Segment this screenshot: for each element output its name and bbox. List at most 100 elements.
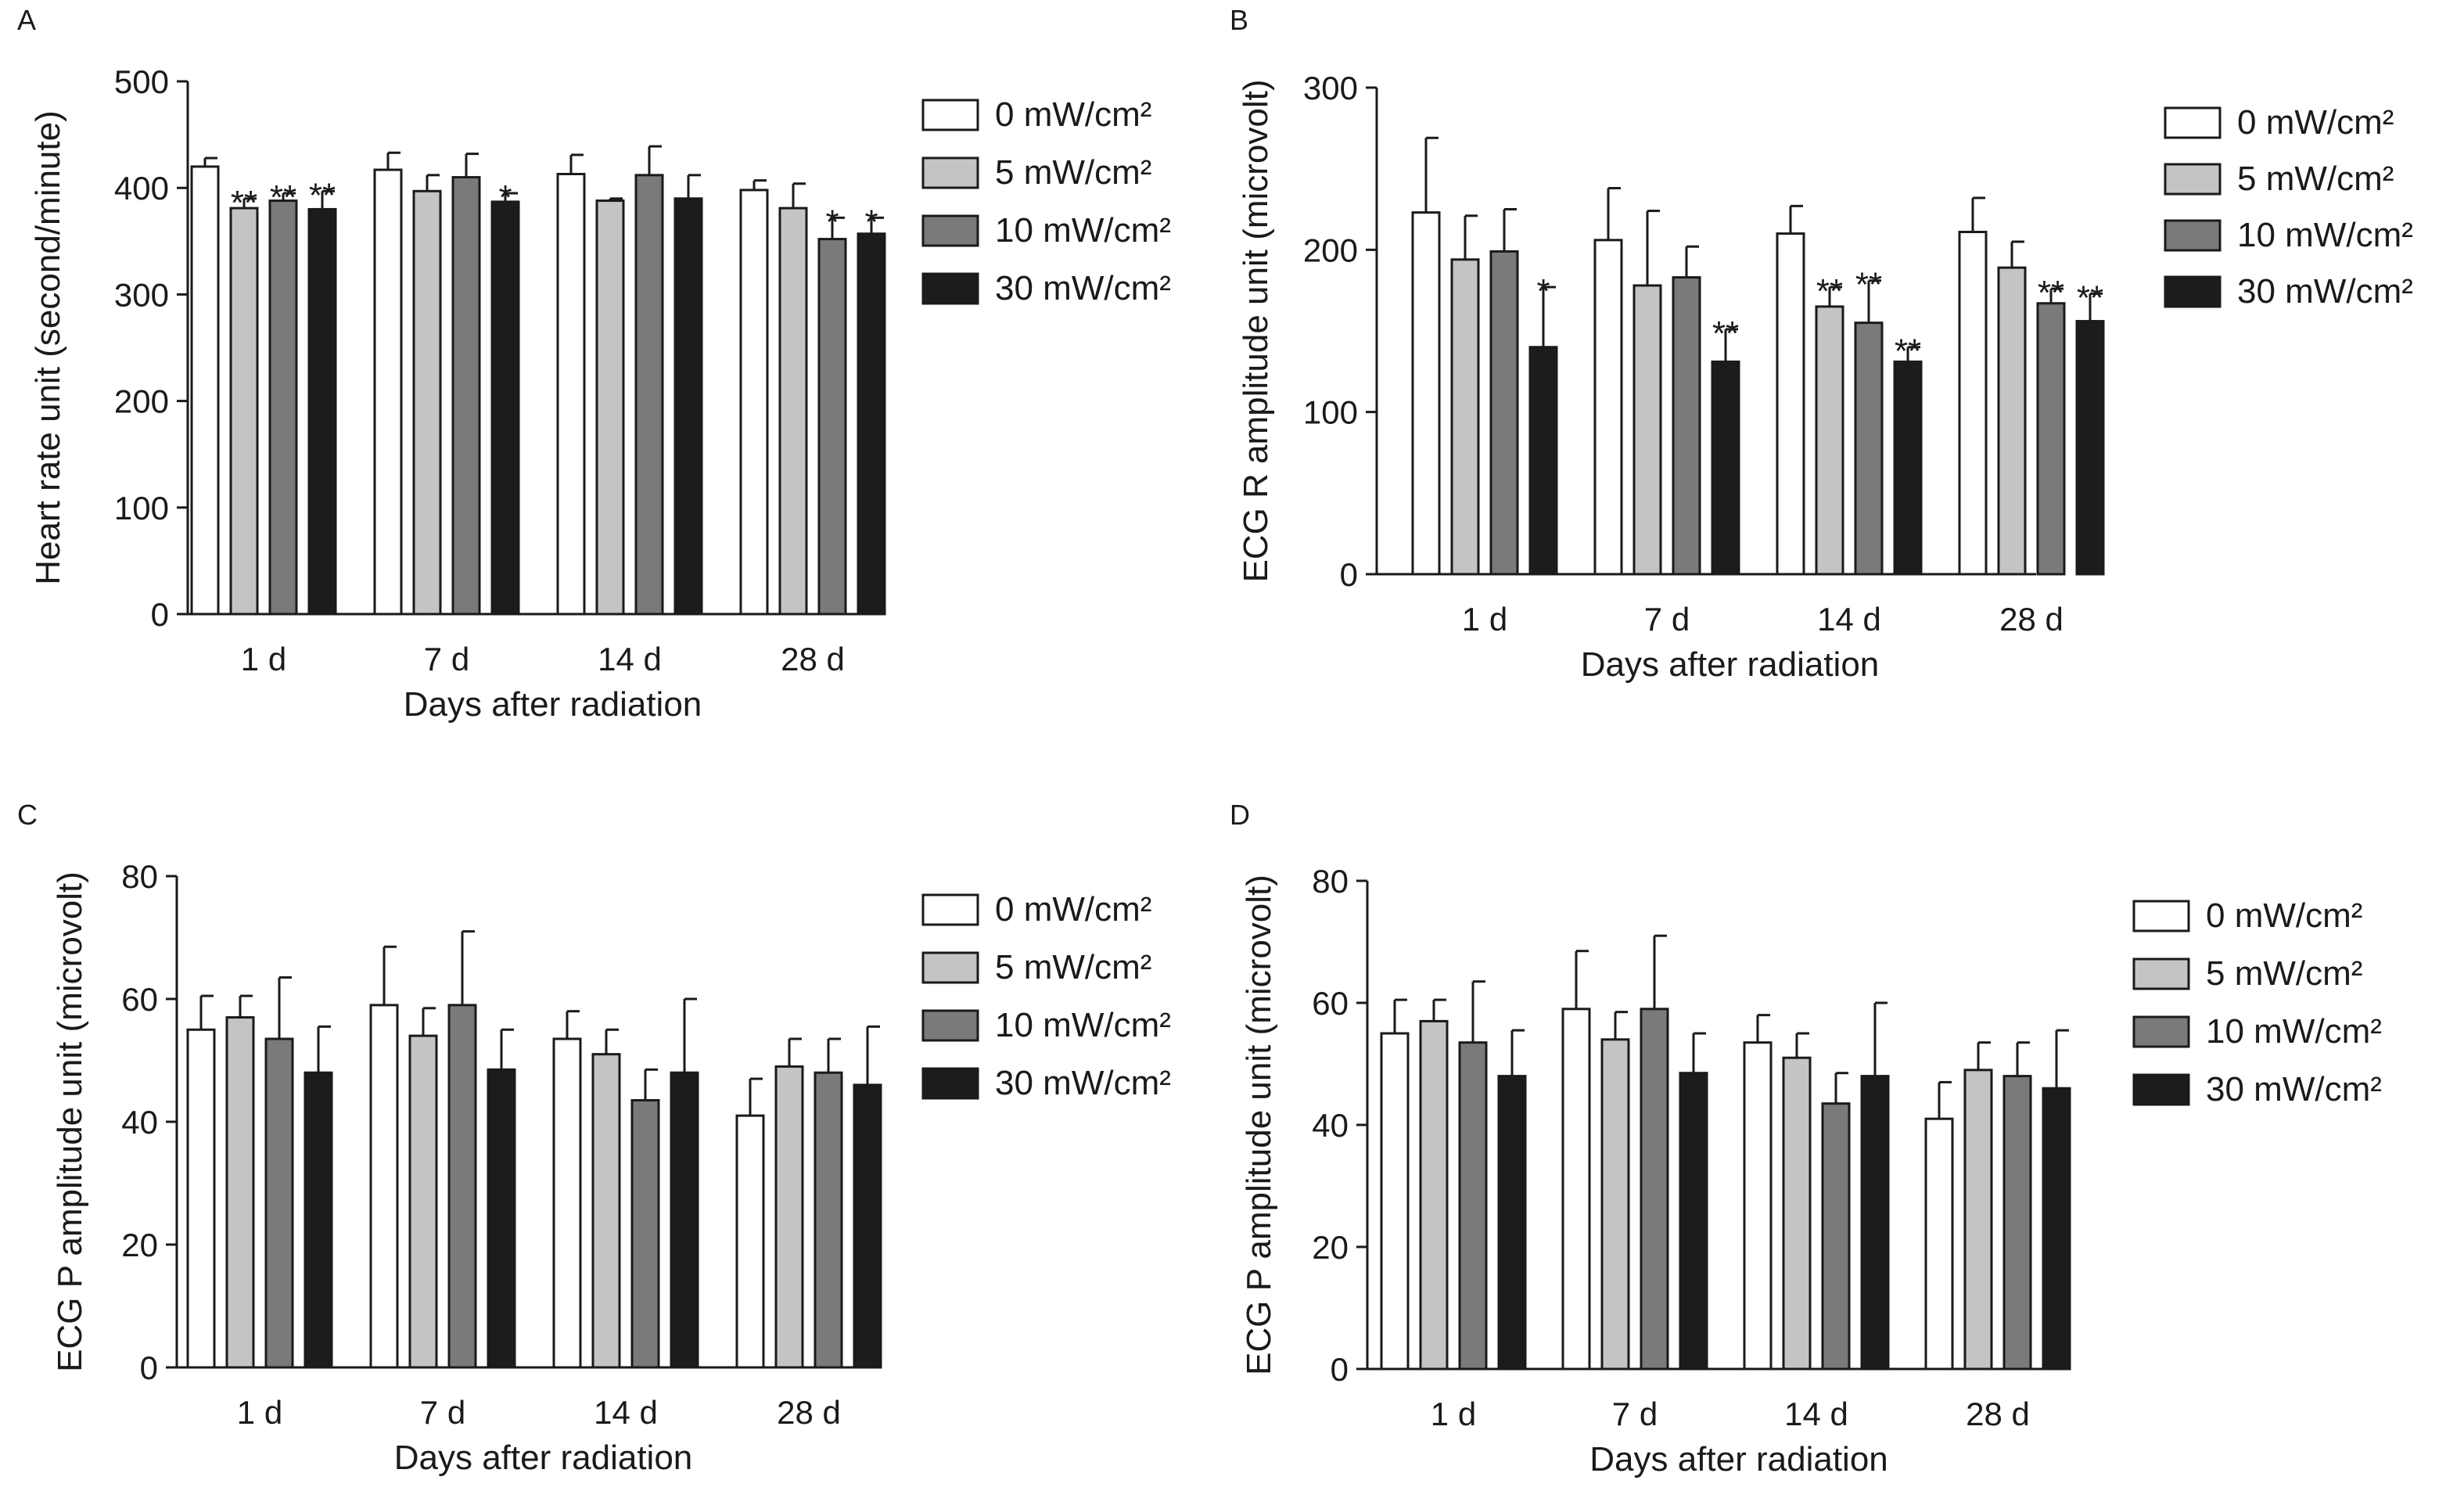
significance-star: * (498, 178, 512, 217)
y-tick-label: 0 (1331, 1351, 1349, 1388)
bar (670, 1071, 699, 1369)
bar (412, 189, 442, 616)
x-axis-title: Days after radiation (1589, 1440, 1888, 1478)
y-tick-label: 300 (1303, 70, 1358, 106)
bar (1561, 1008, 1591, 1371)
legend-label: 0 mW/cm² (2237, 103, 2394, 142)
significance-star: ** (1816, 272, 1843, 311)
legend-label: 0 mW/cm² (995, 95, 1151, 134)
bar (1528, 346, 1558, 576)
legend-label: 5 mW/cm² (2237, 160, 2394, 198)
y-tick-label: 400 (114, 170, 169, 207)
legend-swatch (2132, 900, 2190, 932)
y-tick-label: 60 (1312, 985, 1349, 1022)
y-tick-label: 0 (151, 596, 169, 633)
y-tick-label: 60 (121, 981, 158, 1018)
chart-panel-c: C 0 20 40 60 80 1 d 7 d 14 d 28 d Days after radia… (17, 799, 1171, 1477)
significance-star: * (864, 203, 878, 241)
bar (490, 200, 520, 616)
legend: 0 mW/cm² 5 mW/cm² 10 mW/cm² 30 mW/cm² (921, 95, 1171, 307)
bar (1632, 284, 1662, 576)
bar (225, 1016, 255, 1369)
significance-star: ** (1712, 314, 1739, 353)
bar (487, 1068, 516, 1369)
bar (190, 165, 220, 616)
x-tick-label: 28 d (1966, 1396, 2030, 1432)
x-tick-label: 1 d (1462, 601, 1507, 638)
legend-label: 10 mW/cm² (995, 211, 1171, 250)
bar (778, 207, 808, 616)
x-tick-label: 28 d (1999, 601, 2064, 638)
significance-star: ** (309, 176, 336, 214)
bar (2002, 1075, 2032, 1371)
bar (735, 1114, 765, 1369)
legend-label: 0 mW/cm² (2206, 896, 2362, 935)
bar (1924, 1117, 1954, 1371)
panel-letter: C (17, 799, 38, 831)
legend-swatch (2132, 1073, 2190, 1106)
y-tick-label: 20 (1312, 1229, 1349, 1266)
y-tick-label: 200 (1303, 232, 1358, 268)
bar (229, 207, 259, 616)
y-tick-label: 0 (1340, 556, 1358, 593)
x-tick-label: 14 d (1817, 601, 1881, 638)
legend-label: 10 mW/cm² (995, 1006, 1171, 1044)
bar (1593, 239, 1623, 576)
bar (1893, 360, 1923, 576)
bar (814, 1071, 843, 1369)
x-axis-title: Days after radiation (1581, 645, 1880, 684)
chart-panel-b: B 0 100 200 300 * 1 d ** 7 d ** ** ** 14 d ** ** 28 d Da… (1230, 4, 2413, 684)
y-tick-label: 80 (121, 858, 158, 895)
bar (307, 207, 337, 616)
legend-label: 10 mW/cm² (2237, 216, 2413, 254)
bar (1679, 1072, 1708, 1371)
bar (630, 1099, 660, 1369)
bar (1380, 1032, 1410, 1371)
significance-star: ** (270, 178, 296, 217)
bar (595, 199, 625, 616)
y-tick-label: 40 (1312, 1107, 1349, 1144)
bar (408, 1034, 438, 1369)
x-tick-label: 7 d (1644, 601, 1690, 638)
legend-label: 30 mW/cm² (2237, 272, 2413, 311)
legend-swatch (2164, 219, 2222, 252)
significance-star: ** (1895, 332, 1921, 371)
bar (774, 1065, 804, 1369)
y-tick-label: 100 (114, 490, 169, 526)
y-axis-title: ECG P amplitude unit (microvolt) (51, 871, 89, 1372)
bar (1458, 1041, 1488, 1371)
bar (186, 1028, 216, 1369)
bar (1411, 211, 1441, 576)
bar (2036, 302, 2066, 576)
legend-label: 5 mW/cm² (995, 948, 1151, 986)
legend-label: 10 mW/cm² (2206, 1012, 2382, 1051)
legend-swatch (2164, 163, 2222, 196)
bar (1776, 232, 1805, 576)
y-axis-title: Heart rate unit (second/minute) (29, 110, 67, 585)
legend-swatch (2132, 957, 2190, 990)
bar (739, 189, 769, 616)
significance-star: ** (2038, 274, 2064, 312)
y-axis-title: ECG R amplitude unit (microvolt) (1237, 79, 1275, 582)
bar (673, 197, 703, 616)
legend-swatch (2164, 106, 2222, 139)
legend: 0 mW/cm² 5 mW/cm² 10 mW/cm² 30 mW/cm² (2132, 896, 2382, 1108)
panel-letter: B (1230, 4, 1248, 36)
y-tick-label: 200 (114, 383, 169, 420)
bar (1854, 322, 1884, 576)
y-tick-label: 100 (1303, 394, 1358, 431)
legend-swatch (921, 893, 979, 926)
x-tick-label: 1 d (237, 1394, 282, 1431)
bar (1640, 1008, 1669, 1371)
legend-swatch (921, 272, 979, 305)
panel-letter: D (1230, 799, 1250, 831)
y-tick-label: 20 (121, 1227, 158, 1263)
bar (1419, 1019, 1449, 1371)
bar (1743, 1041, 1773, 1371)
y-tick-label: 40 (121, 1104, 158, 1141)
bar (2075, 320, 2105, 576)
y-tick-label: 500 (114, 63, 169, 100)
bar (817, 238, 847, 616)
bar (447, 1004, 477, 1369)
